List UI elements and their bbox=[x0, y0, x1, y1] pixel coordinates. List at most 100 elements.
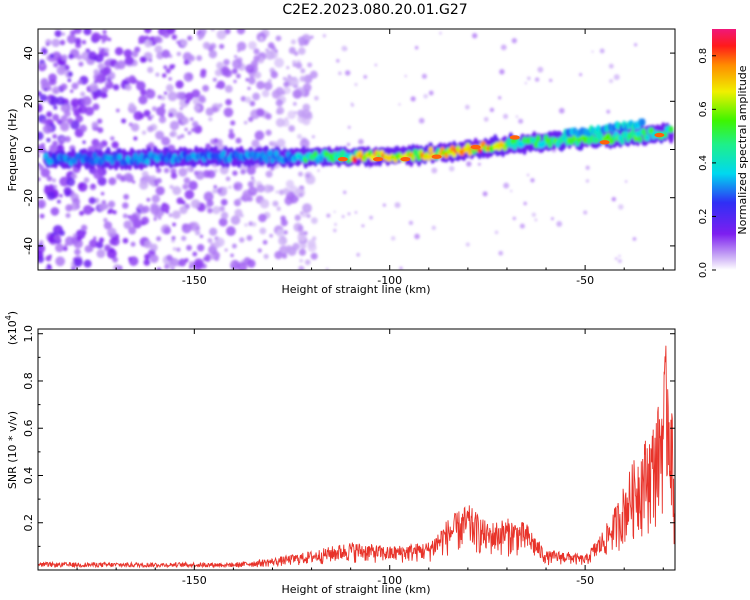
heatmap-ridge-branch bbox=[640, 118, 646, 127]
heatmap-noise-blob bbox=[341, 215, 345, 219]
heatmap-noise-blob bbox=[169, 184, 174, 190]
heatmap-noise-blob bbox=[74, 248, 81, 256]
heatmap-noise-blob bbox=[59, 176, 70, 187]
heatmap-noise-blob bbox=[285, 179, 295, 189]
heatmap-noise-blob bbox=[167, 91, 178, 102]
heatmap-noise-blob bbox=[303, 74, 313, 84]
heatmap-noise-blob bbox=[354, 211, 358, 214]
heatmap-noise-blob bbox=[78, 104, 88, 114]
heatmap-noise-blob bbox=[232, 170, 238, 176]
heatmap-noise-blob bbox=[144, 39, 153, 48]
heatmap-noise-blob bbox=[73, 109, 81, 117]
heatmap-noise-blob bbox=[231, 68, 238, 75]
heatmap-noise-blob bbox=[84, 245, 93, 253]
heatmap-noise-blob bbox=[225, 98, 232, 106]
heatmap-noise-blob bbox=[183, 59, 190, 65]
heatmap-noise-blob bbox=[103, 60, 111, 67]
heatmap-noise-blob bbox=[46, 263, 51, 269]
heatmap-noise-blob bbox=[549, 78, 553, 82]
heatmap-noise-blob bbox=[465, 242, 470, 247]
heatmap-noise-blob bbox=[123, 49, 133, 58]
heatmap-noise-blob bbox=[103, 221, 113, 230]
heatmap-noise-blob bbox=[176, 135, 182, 140]
heatmap-noise-blob bbox=[276, 138, 286, 148]
heatmap-noise-blob bbox=[66, 34, 77, 44]
heatmap-noise-blob bbox=[56, 65, 66, 76]
heatmap-noise-blob bbox=[195, 225, 201, 231]
heatmap-noise-blob bbox=[551, 217, 554, 221]
heatmap-noise-blob bbox=[176, 91, 184, 100]
heatmap-noise-blob bbox=[81, 39, 87, 45]
heatmap-noise-blob bbox=[219, 205, 225, 212]
heatmap-noise-blob bbox=[287, 74, 291, 78]
heatmap-noise-blob bbox=[439, 32, 442, 35]
heatmap-noise-blob bbox=[303, 231, 308, 235]
heatmap-noise-blob bbox=[188, 265, 193, 269]
heatmap-noise-blob bbox=[55, 256, 66, 267]
y-multiplier-base: (x10 bbox=[6, 320, 19, 345]
heatmap-noise-blob bbox=[624, 180, 628, 183]
heatmap-noise-blob bbox=[354, 82, 358, 87]
heatmap-noise-blob bbox=[94, 142, 104, 151]
y-tick-label: 0.8 bbox=[22, 372, 35, 390]
heatmap-ridge-core bbox=[541, 139, 547, 147]
heatmap-noise-blob bbox=[179, 205, 188, 215]
heatmap-noise-blob bbox=[428, 90, 434, 96]
heatmap-noise-blob bbox=[115, 108, 120, 113]
heatmap-noise-blob bbox=[145, 175, 151, 181]
heatmap-noise-blob bbox=[77, 79, 83, 85]
heatmap-noise-blob bbox=[499, 69, 505, 75]
snr-line bbox=[38, 345, 675, 569]
heatmap-noise-blob bbox=[344, 70, 351, 76]
heatmap-noise-blob bbox=[214, 69, 222, 77]
heatmap-noise-blob bbox=[193, 104, 201, 112]
heatmap-noise-blob bbox=[274, 49, 278, 53]
heatmap-noise-blob bbox=[185, 92, 194, 101]
heatmap-noise-blob bbox=[236, 73, 241, 79]
heatmap-noise-blob bbox=[146, 197, 151, 202]
heatmap-noise-blob bbox=[201, 29, 207, 34]
heatmap-noise-blob bbox=[234, 208, 243, 217]
heatmap-noise-blob bbox=[307, 239, 316, 248]
heatmap-noise-blob bbox=[210, 242, 215, 247]
heatmap-noise-blob bbox=[46, 42, 50, 46]
heatmap-ridge-core bbox=[273, 150, 279, 158]
heatmap-noise-blob bbox=[240, 169, 246, 175]
heatmap-noise-blob bbox=[265, 113, 272, 120]
heatmap-noise-blob bbox=[182, 183, 189, 190]
heatmap-noise-blob bbox=[171, 236, 176, 240]
heatmap-noise-blob bbox=[54, 30, 62, 38]
heatmap-noise-blob bbox=[58, 135, 66, 143]
heatmap-noise-blob bbox=[294, 111, 297, 114]
heatmap-noise-blob bbox=[292, 101, 297, 106]
heatmap-noise-blob bbox=[289, 194, 299, 204]
heatmap-noise-blob bbox=[97, 168, 101, 172]
heatmap-noise-blob bbox=[228, 185, 232, 189]
heatmap-noise-blob bbox=[170, 168, 177, 175]
heatmap-noise-blob bbox=[128, 75, 136, 82]
heatmap-ridge-core bbox=[637, 135, 643, 143]
heatmap-noise-blob bbox=[64, 236, 75, 246]
heatmap-noise-blob bbox=[147, 66, 154, 74]
heatmap-noise-blob bbox=[213, 185, 218, 189]
heatmap-noise-blob bbox=[269, 233, 274, 238]
top-y-axis-label: Frequency (Hz) bbox=[6, 109, 19, 192]
heatmap-noise-blob bbox=[153, 217, 157, 221]
heatmap-hotspot bbox=[400, 156, 411, 162]
heatmap-noise-blob bbox=[161, 73, 167, 78]
heatmap-noise-blob bbox=[59, 39, 66, 46]
heatmap-noise-blob bbox=[265, 129, 272, 136]
heatmap-noise-blob bbox=[215, 237, 225, 247]
heatmap-noise-blob bbox=[333, 228, 337, 233]
heatmap-noise-blob bbox=[165, 68, 171, 74]
heatmap-noise-blob bbox=[62, 246, 68, 252]
heatmap-noise-blob bbox=[246, 166, 256, 175]
chart-title: C2E2.2023.080.20.01.G27 bbox=[282, 2, 468, 18]
heatmap-noise-blob bbox=[181, 235, 187, 241]
heatmap-noise-blob bbox=[299, 258, 304, 263]
heatmap-noise-blob bbox=[237, 49, 241, 53]
heatmap-noise-blob bbox=[46, 191, 56, 201]
heatmap-noise-blob bbox=[168, 213, 173, 218]
heatmap-noise-blob bbox=[224, 186, 228, 190]
heatmap-noise-blob bbox=[236, 198, 241, 202]
